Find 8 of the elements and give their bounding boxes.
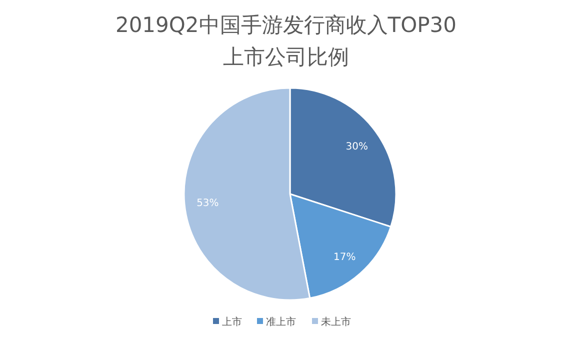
data-label: 53%	[196, 198, 219, 209]
legend-label: 上市	[222, 316, 242, 328]
chart-title: 2019Q2中国手游发行商收入TOP30	[115, 13, 457, 37]
data-label: 30%	[346, 141, 368, 152]
data-label: 17%	[334, 252, 356, 264]
legend-label: 未上市	[321, 316, 351, 328]
legend-label: 准上市	[266, 316, 296, 328]
chart-subtitle: 上市公司比例	[223, 45, 349, 69]
